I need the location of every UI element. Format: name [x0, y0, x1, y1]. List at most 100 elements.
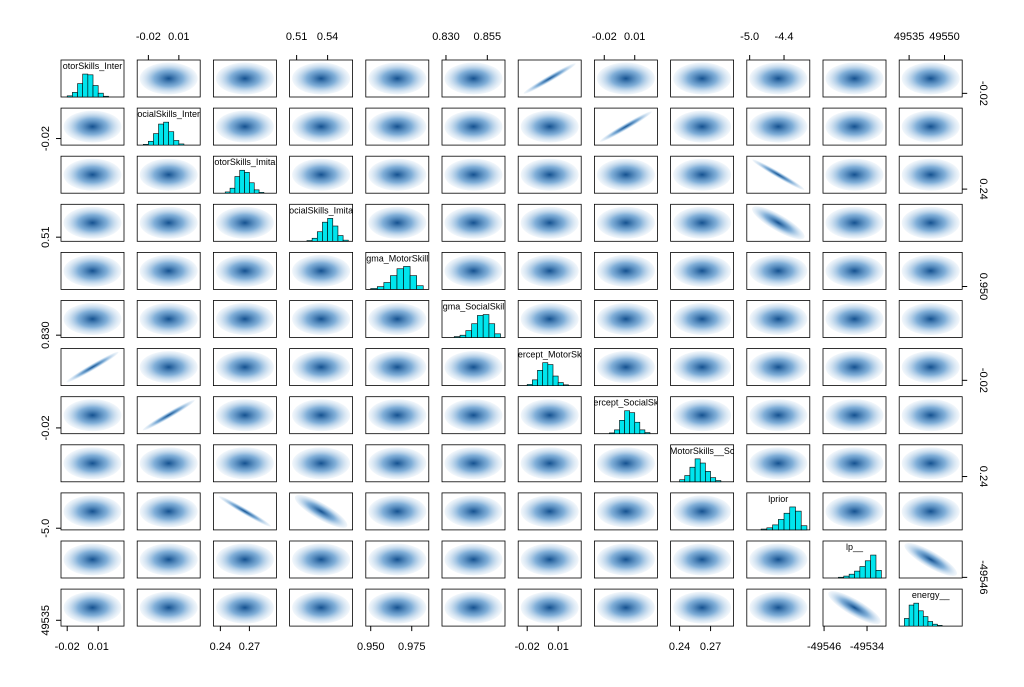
point-cloud [444, 495, 503, 528]
panel [136, 396, 201, 435]
panel [898, 540, 963, 579]
histogram-bar [494, 333, 501, 338]
panel [594, 492, 658, 531]
point-cloud [825, 447, 884, 480]
x-tick-label: 0.24 [669, 641, 690, 653]
panel [365, 203, 430, 242]
point-cloud [368, 543, 427, 576]
point-cloud [444, 543, 503, 576]
histogram-bar [679, 479, 686, 483]
panel [60, 107, 125, 146]
panel [365, 107, 430, 146]
panel [594, 300, 658, 338]
panel [822, 588, 887, 627]
histogram-bar [848, 573, 855, 579]
point-cloud [139, 351, 198, 384]
histogram-bar [396, 268, 404, 290]
panel [441, 59, 506, 98]
histogram-bar [800, 525, 808, 531]
point-cloud [673, 158, 732, 191]
panel [898, 107, 963, 146]
y-tick-label: -0.02 [977, 368, 989, 393]
panel [60, 540, 125, 579]
y-tick-label: 0.51 [40, 226, 52, 247]
histogram-bar [322, 221, 328, 242]
point-cloud [523, 63, 576, 94]
point-cloud [596, 158, 655, 191]
point-cloud [368, 62, 427, 95]
point-cloud [749, 62, 808, 95]
histogram-bar [103, 95, 109, 98]
panel [594, 251, 658, 290]
x-tick-label: 0.01 [168, 31, 189, 43]
panel [670, 300, 734, 338]
panel [746, 203, 811, 242]
panel [136, 251, 201, 290]
panel [517, 396, 582, 435]
point-cloud [749, 351, 808, 384]
histogram-bar [253, 189, 260, 194]
histogram-bar [918, 610, 924, 627]
y-tick-label: -0.02 [40, 415, 52, 440]
histogram-bar [614, 429, 620, 435]
x-tick-label: -4.4 [775, 31, 794, 43]
panel [289, 492, 354, 531]
x-tick-label: 49535 [894, 31, 925, 43]
panel [365, 300, 430, 338]
point-cloud [139, 591, 198, 624]
point-cloud [901, 303, 960, 335]
point-cloud [901, 399, 960, 432]
panel [212, 396, 277, 435]
point-cloud [292, 543, 351, 576]
panel [289, 348, 354, 387]
panel [365, 492, 430, 531]
histogram-bar [532, 379, 538, 386]
histogram-bar [92, 85, 99, 98]
histogram-bar [932, 623, 938, 627]
point-cloud [825, 62, 884, 95]
point-cloud [292, 110, 351, 143]
histogram-bar [376, 286, 385, 290]
histogram-bar [526, 384, 533, 386]
histogram-bar [634, 421, 641, 435]
point-cloud [292, 447, 351, 480]
panel [60, 348, 125, 387]
point-cloud [139, 62, 198, 95]
histogram-bar [537, 370, 543, 386]
histogram-bar [488, 323, 496, 338]
point-cloud [63, 543, 122, 576]
panel [289, 588, 354, 627]
panel [670, 540, 734, 579]
panel [594, 59, 658, 98]
panel [365, 540, 430, 579]
y-tick-label: 0.950 [977, 273, 989, 301]
panel [822, 59, 887, 98]
panel [289, 59, 354, 98]
panel [289, 251, 354, 290]
histogram-bar [783, 512, 791, 531]
point-cloud [215, 206, 274, 239]
point-cloud [596, 495, 655, 528]
panel [670, 492, 734, 531]
histogram-bar [471, 323, 478, 338]
point-cloud [520, 399, 579, 432]
y-tick-label: 49535 [40, 605, 52, 636]
panel [441, 348, 506, 387]
panel [746, 59, 811, 98]
point-cloud [368, 399, 427, 432]
histogram-bar [557, 382, 564, 386]
panel [670, 588, 734, 627]
histogram-bar [629, 412, 636, 434]
histogram-bar [409, 275, 417, 290]
y-tick-label: -0.02 [977, 81, 989, 106]
point-cloud [825, 110, 884, 143]
panel [517, 492, 582, 531]
variable-label: lprior [768, 494, 788, 504]
y-tick-label: -5.0 [40, 519, 52, 538]
histogram-bar [908, 604, 915, 627]
panel [60, 588, 125, 627]
panel [746, 300, 811, 338]
histogram-bar [327, 218, 334, 242]
histogram-bar [766, 527, 773, 531]
point-cloud [596, 254, 655, 287]
